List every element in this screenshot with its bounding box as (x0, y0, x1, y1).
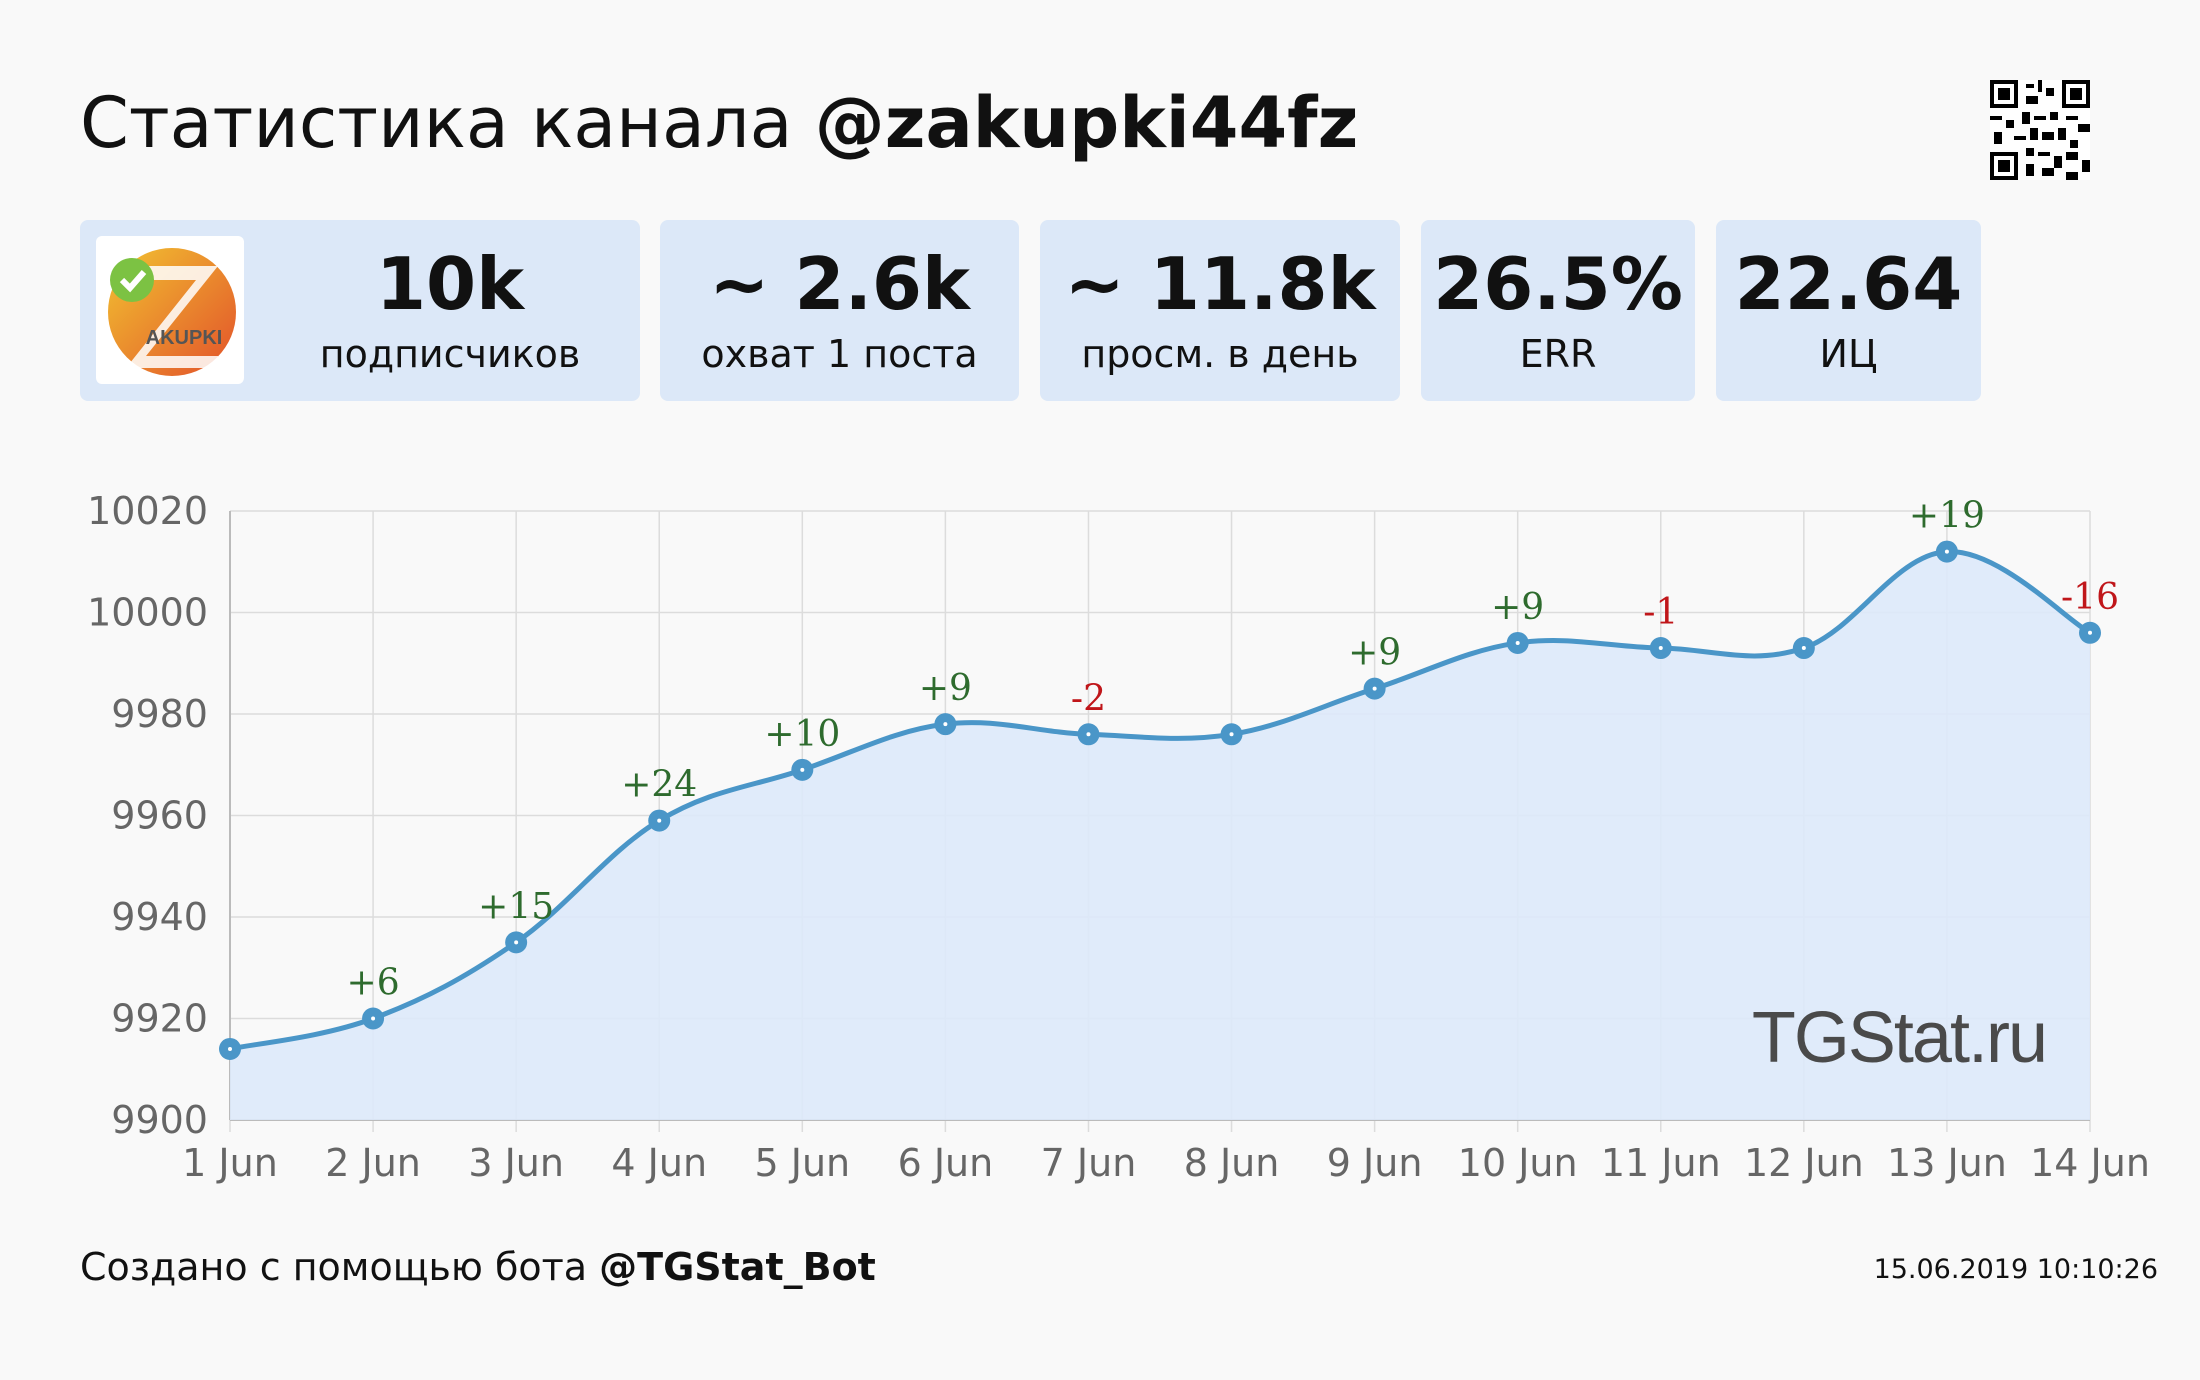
page-title: Статистика канала @zakupki44fz (80, 82, 1358, 164)
stat-value: 10k (375, 242, 525, 326)
data-point-center (943, 722, 948, 727)
data-label: +6 (347, 963, 400, 1004)
chart-area-fill (230, 551, 2090, 1120)
data-point-center (1372, 686, 1377, 691)
y-tick-label: 9920 (111, 997, 208, 1041)
x-tick-label: 6 Jun (898, 1141, 994, 1185)
stat-value: 26.5% (1433, 242, 1683, 326)
x-tick-label: 3 Jun (468, 1141, 564, 1185)
stat-label: просм. в день (1081, 332, 1359, 376)
y-tick-label: 10020 (87, 489, 208, 533)
stat-label: ERR (1519, 332, 1597, 376)
title-prefix: Статистика канала (80, 82, 793, 164)
bot-link[interactable]: @TGStat_Bot (599, 1245, 876, 1289)
stat-card-daily-views: ~ 11.8k просм. в день (1040, 220, 1400, 401)
qr-code-icon (1990, 80, 2090, 180)
data-label: +9 (1491, 587, 1544, 628)
watermark: TGStat.ru (1752, 998, 2046, 1078)
data-point-center (1658, 646, 1663, 651)
data-point-center (1801, 646, 1806, 651)
footer-credit: Создано с помощью бота @TGStat_Bot (80, 1245, 876, 1289)
data-point-center (1944, 549, 1949, 554)
stat-card-citation-index: 22.64 ИЦ (1716, 220, 1981, 401)
x-tick-label: 14 Jun (2030, 1141, 2150, 1185)
data-label: +9 (919, 668, 972, 709)
x-tick-label: 8 Jun (1184, 1141, 1280, 1185)
data-label: +19 (1909, 496, 1985, 537)
data-label: +10 (764, 714, 840, 755)
data-point-center (2088, 630, 2092, 635)
data-point-center (1515, 640, 1520, 645)
data-label: +9 (1348, 633, 1401, 674)
data-point-center (371, 1016, 376, 1021)
x-tick-label: 10 Jun (1458, 1141, 1578, 1185)
channel-logo: AKUPKI (96, 236, 244, 384)
channel-handle: @zakupki44fz (814, 82, 1359, 164)
y-tick-label: 9900 (111, 1098, 208, 1142)
data-point-center (657, 818, 662, 823)
footer-prefix: Создано с помощью бота (80, 1245, 588, 1289)
chart-grid: 9900 9920 9940 9960 9980 10000 10020 1 Jun 2 Jun… (87, 489, 2150, 1185)
svg-text:AKUPKI: AKUPKI (146, 327, 223, 349)
data-point-center (800, 767, 805, 772)
x-tick-label: 11 Jun (1601, 1141, 1721, 1185)
x-tick-label: 5 Jun (754, 1141, 850, 1185)
stat-value: ~ 11.8k (1064, 242, 1376, 326)
data-point-center (228, 1046, 232, 1051)
stat-label: подписчиков (319, 332, 581, 376)
y-tick-label: 9940 (111, 895, 208, 939)
x-tick-label: 4 Jun (611, 1141, 707, 1185)
y-tick-label: 10000 (87, 591, 208, 635)
stat-value: ~ 2.6k (709, 242, 970, 326)
data-label: +15 (478, 886, 554, 927)
data-label: -1 (1643, 592, 1678, 633)
x-tick-label: 12 Jun (1744, 1141, 1864, 1185)
stat-card-subscribers: AKUPKI 10k подписчиков (80, 220, 640, 401)
stat-card-err: 26.5% ERR (1421, 220, 1695, 401)
data-label: -2 (1071, 678, 1106, 719)
stat-label: охват 1 поста (701, 332, 978, 376)
data-label: -16 (2061, 577, 2119, 618)
x-tick-label: 2 Jun (325, 1141, 421, 1185)
x-tick-label: 1 Jun (182, 1141, 278, 1185)
data-label: +24 (621, 765, 697, 806)
y-tick-label: 9980 (111, 692, 208, 736)
data-point-center (1086, 732, 1091, 737)
x-tick-label: 7 Jun (1041, 1141, 1137, 1185)
y-tick-label: 9960 (111, 794, 208, 838)
data-point-center (1229, 732, 1234, 737)
x-tick-label: 9 Jun (1327, 1141, 1423, 1185)
stat-value: 22.64 (1734, 242, 1963, 326)
stat-card-reach: ~ 2.6k охват 1 поста (660, 220, 1019, 401)
timestamp: 15.06.2019 10:10:26 (1873, 1254, 2158, 1285)
stat-label: ИЦ (1819, 332, 1878, 376)
data-point-center (514, 940, 519, 945)
channel-logo-icon: AKUPKI (108, 248, 236, 376)
x-tick-label: 13 Jun (1887, 1141, 2007, 1185)
